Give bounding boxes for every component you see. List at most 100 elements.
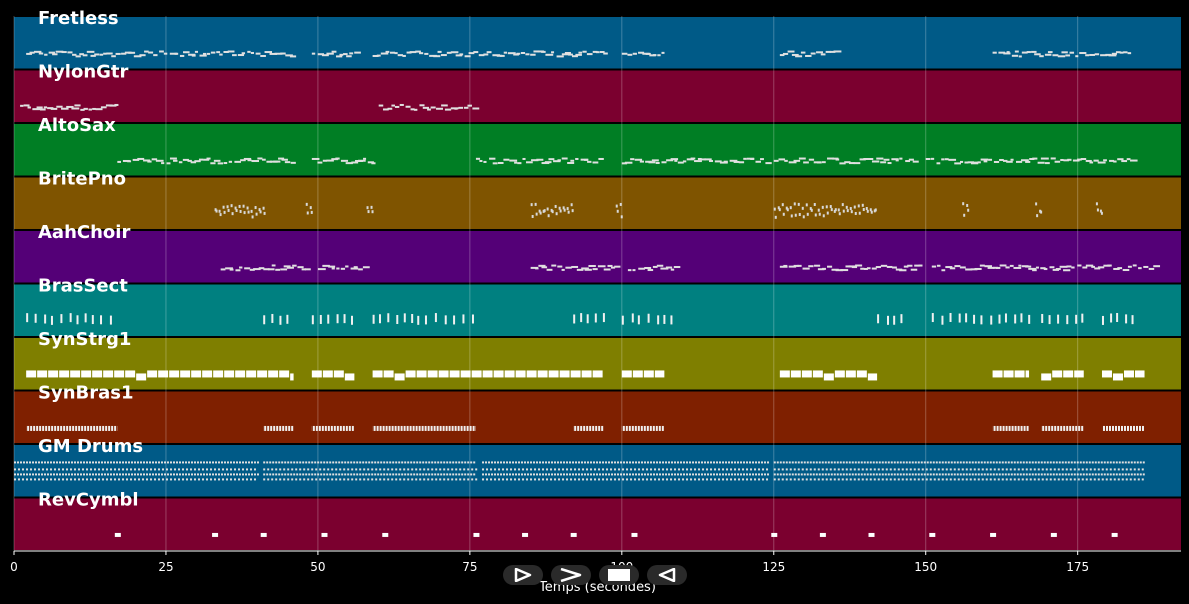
note-mark	[121, 52, 127, 55]
note-mark	[336, 267, 340, 270]
play-button[interactable]	[503, 565, 543, 585]
note-mark	[758, 461, 761, 464]
note-gap	[417, 424, 419, 432]
note-mark	[339, 468, 342, 471]
note-mark	[548, 473, 551, 476]
forward-button[interactable]	[551, 565, 591, 585]
note-mark	[275, 461, 278, 464]
note-mark	[871, 160, 880, 163]
note-mark	[1026, 51, 1031, 54]
note-mark	[374, 473, 377, 476]
note-mark	[291, 478, 294, 481]
note-mark	[504, 370, 515, 378]
note-mark	[1109, 461, 1112, 464]
note-gap	[107, 424, 109, 432]
note-mark	[670, 268, 675, 271]
note-mark	[1033, 468, 1036, 471]
note-mark	[562, 478, 565, 481]
note-mark	[70, 478, 72, 481]
note-mark	[649, 54, 656, 57]
note-mark	[809, 207, 812, 211]
note-mark	[816, 161, 822, 164]
note-mark	[164, 473, 166, 476]
note-mark	[953, 473, 956, 476]
note-mark	[833, 461, 836, 464]
note-mark	[535, 212, 538, 216]
note-mark	[790, 370, 801, 378]
note-mark	[194, 50, 199, 53]
note-mark	[665, 473, 668, 476]
note-mark	[815, 473, 818, 476]
note-mark	[290, 473, 293, 476]
note-mark	[782, 52, 789, 55]
note-mark	[1095, 202, 1098, 206]
note-mark	[240, 159, 246, 162]
note-mark	[602, 461, 605, 464]
note-mark	[281, 158, 288, 161]
note-mark	[29, 51, 35, 54]
note-mark	[14, 461, 16, 464]
note-mark	[186, 478, 188, 481]
note-mark	[44, 461, 46, 464]
note-mark	[566, 468, 569, 471]
note-gap	[1071, 424, 1073, 432]
note-mark	[905, 468, 908, 471]
note-mark	[1013, 473, 1016, 476]
note-mark	[809, 468, 812, 471]
note-mark	[713, 461, 716, 464]
note-mark	[125, 473, 127, 476]
note-mark	[267, 268, 275, 271]
note-mark	[233, 473, 235, 476]
note-mark	[295, 468, 298, 471]
note-gap	[29, 424, 31, 432]
note-mark	[230, 478, 232, 481]
note-mark	[566, 473, 569, 476]
note-mark	[845, 205, 848, 209]
note-mark	[338, 473, 341, 476]
note-mark	[611, 473, 614, 476]
note-mark	[238, 204, 241, 208]
note-mark	[530, 478, 533, 481]
note-mark	[561, 157, 568, 160]
note-mark	[152, 461, 154, 464]
rewind-button[interactable]	[647, 565, 687, 585]
rewind-icon	[658, 568, 676, 582]
note-mark	[548, 370, 559, 378]
note-mark	[686, 461, 689, 464]
note-mark	[475, 478, 478, 481]
note-mark	[646, 468, 649, 471]
note-mark	[538, 209, 541, 213]
note-mark	[825, 50, 831, 53]
note-mark	[551, 473, 554, 476]
note-mark	[1005, 266, 1010, 269]
note-mark	[251, 473, 253, 476]
note-mark	[518, 478, 521, 481]
note-mark	[62, 478, 64, 481]
note-gap	[1077, 424, 1079, 432]
note-mark	[880, 264, 888, 267]
note-mark	[284, 473, 287, 476]
stop-button[interactable]	[599, 565, 639, 585]
note-mark	[746, 473, 749, 476]
note-mark	[644, 473, 647, 476]
note-mark	[848, 162, 855, 165]
note-mark	[257, 157, 263, 160]
note-mark	[781, 478, 784, 481]
note-mark	[22, 468, 24, 471]
note-mark	[257, 370, 268, 378]
note-mark	[997, 478, 1000, 481]
note-mark	[271, 264, 276, 267]
track-label: GM Drums	[38, 436, 143, 457]
note-mark	[743, 157, 747, 160]
note-mark	[34, 313, 37, 323]
note-mark	[959, 473, 962, 476]
note-mark	[1079, 52, 1087, 55]
note-mark	[290, 161, 296, 164]
note-gap	[26, 424, 28, 432]
track-label: SynBras1	[38, 383, 134, 404]
note-mark	[1043, 473, 1046, 476]
note-mark	[1117, 478, 1120, 481]
note-mark	[938, 461, 941, 464]
note-mark	[235, 208, 238, 212]
note-mark	[1097, 478, 1100, 481]
